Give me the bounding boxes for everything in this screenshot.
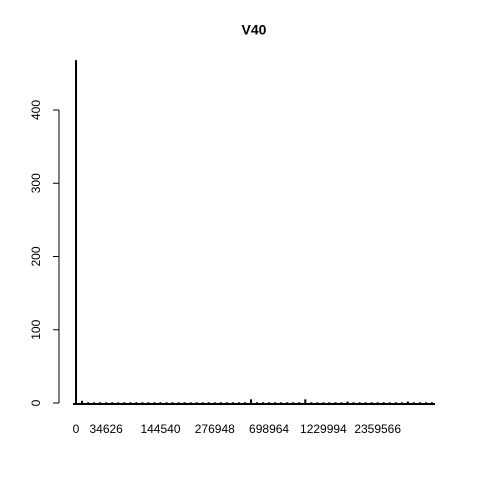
- bar: [93, 402, 96, 403]
- bar: [135, 402, 138, 403]
- bar: [364, 402, 367, 403]
- x-tick-label: 34626: [89, 422, 123, 436]
- bar: [262, 402, 265, 403]
- bar: [213, 402, 216, 403]
- bar: [153, 402, 156, 403]
- x-tick-label: 2359566: [354, 422, 401, 436]
- bar: [165, 402, 168, 403]
- bar: [159, 402, 162, 403]
- bar: [231, 402, 234, 403]
- bar: [406, 401, 409, 403]
- bar: [75, 60, 78, 403]
- bar: [225, 402, 228, 403]
- bar: [400, 402, 403, 403]
- bar: [286, 402, 289, 403]
- bar: [382, 402, 385, 403]
- bar: [256, 402, 259, 403]
- y-tick-label: 0: [29, 399, 43, 406]
- x-tick-label: 144540: [140, 422, 180, 436]
- bar: [358, 402, 361, 403]
- y-tick-label: 400: [29, 100, 43, 120]
- bar: [123, 402, 126, 403]
- bar: [346, 401, 349, 403]
- bar: [292, 402, 295, 403]
- bar: [280, 402, 283, 403]
- bar: [87, 402, 90, 403]
- bar: [322, 402, 325, 403]
- bar: [394, 402, 397, 403]
- bar: [111, 402, 114, 403]
- bar: [237, 402, 240, 403]
- x-tick-label: 276948: [195, 422, 235, 436]
- bar: [334, 402, 337, 403]
- bar: [352, 402, 355, 403]
- bar: [310, 402, 313, 403]
- bar: [430, 402, 433, 403]
- bar: [117, 402, 120, 403]
- bar: [424, 402, 427, 403]
- bar: [147, 402, 150, 403]
- bar: [274, 402, 277, 403]
- bar: [268, 402, 271, 403]
- bar: [388, 402, 391, 403]
- bar: [201, 402, 204, 403]
- bar: [129, 402, 132, 403]
- bar: [189, 402, 192, 403]
- bar: [219, 402, 222, 403]
- bar: [316, 402, 319, 403]
- bar: [328, 402, 331, 403]
- y-tick-label: 100: [29, 319, 43, 339]
- bar: [340, 402, 343, 403]
- y-tick-label: 200: [29, 246, 43, 266]
- bar: [81, 400, 84, 403]
- bar: [412, 402, 415, 403]
- bar: [376, 402, 379, 403]
- chart-title: V40: [242, 22, 267, 38]
- bar: [99, 402, 102, 403]
- bar: [105, 402, 108, 403]
- bar: [141, 402, 144, 403]
- bar: [249, 399, 252, 403]
- bar: [171, 402, 174, 403]
- y-tick-label: 300: [29, 173, 43, 193]
- x-tick-label: 1229994: [300, 422, 347, 436]
- bar: [243, 402, 246, 403]
- bar: [298, 402, 301, 403]
- x-tick-label: 698964: [249, 422, 289, 436]
- bar: [183, 402, 186, 403]
- bar: [418, 402, 421, 403]
- bar: [207, 402, 210, 403]
- bar: [177, 402, 180, 403]
- bar: [370, 402, 373, 403]
- x-tick-label: 0: [73, 422, 80, 436]
- bar: [195, 402, 198, 403]
- bar: [304, 399, 307, 403]
